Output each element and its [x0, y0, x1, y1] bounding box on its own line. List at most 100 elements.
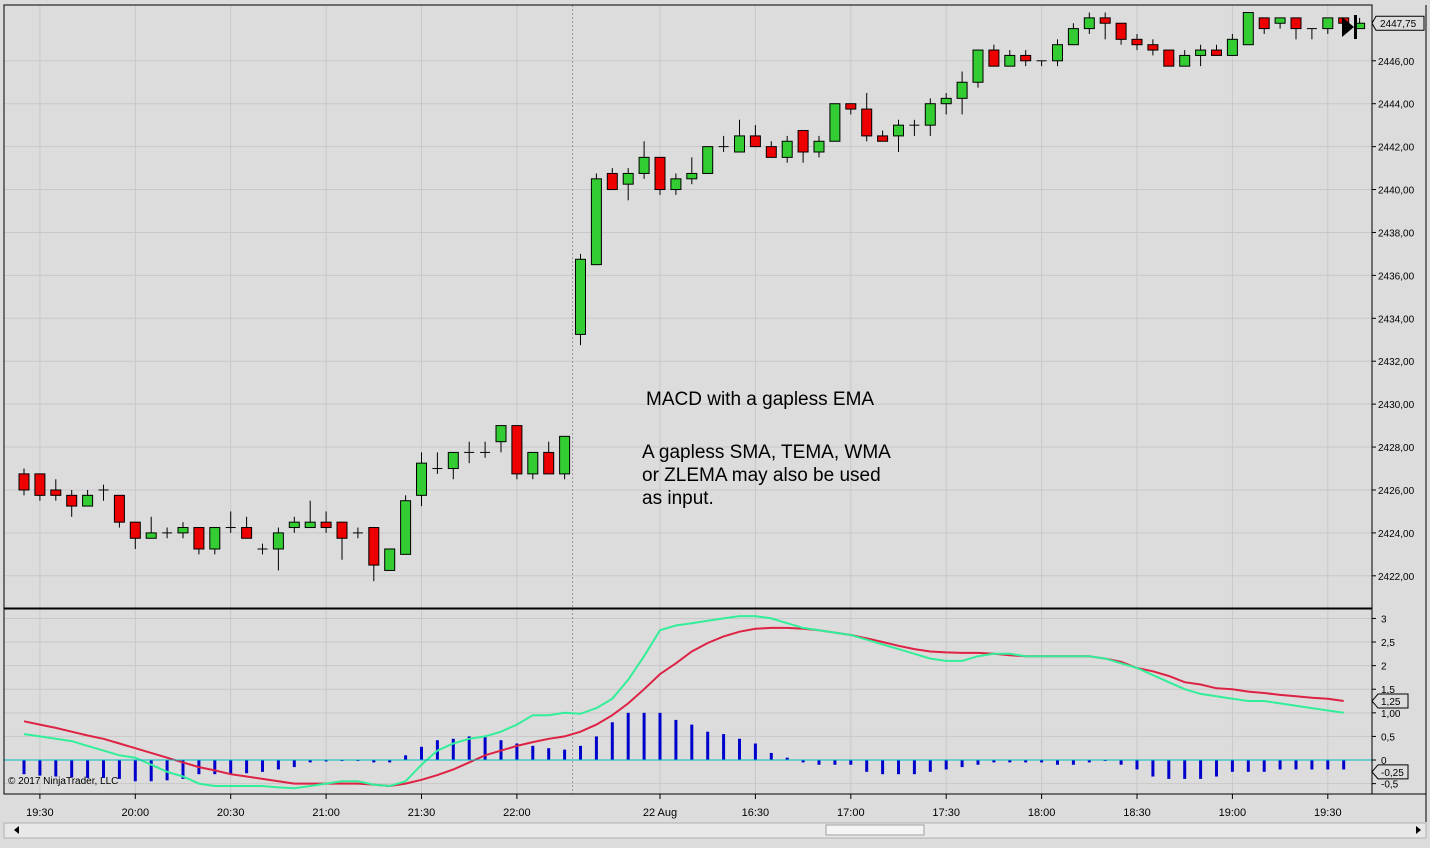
candle[interactable]: [956, 71, 968, 115]
candle[interactable]: [1322, 17, 1334, 34]
scroll-left-arrow-icon[interactable]: [14, 826, 19, 834]
candle[interactable]: [972, 49, 984, 88]
histogram-bar: [547, 748, 551, 761]
candle[interactable]: [559, 435, 571, 480]
candle[interactable]: [352, 527, 363, 539]
candle[interactable]: [543, 441, 555, 475]
candle[interactable]: [447, 451, 459, 480]
signal-line[interactable]: [23, 626, 1344, 788]
candle[interactable]: [1179, 50, 1191, 67]
candle[interactable]: [1226, 33, 1238, 56]
candle[interactable]: [861, 92, 873, 142]
candle[interactable]: [162, 527, 173, 539]
candle[interactable]: [257, 543, 268, 555]
candle[interactable]: [432, 452, 443, 474]
candle[interactable]: [638, 141, 650, 179]
candle[interactable]: [18, 468, 30, 496]
candle[interactable]: [288, 516, 300, 533]
candle[interactable]: [749, 125, 761, 148]
candle[interactable]: [781, 135, 793, 163]
candle[interactable]: [1147, 39, 1159, 56]
candle[interactable]: [702, 146, 714, 174]
candle[interactable]: [50, 479, 62, 501]
candle[interactable]: [511, 425, 523, 480]
candle[interactable]: [209, 527, 221, 555]
candle[interactable]: [1115, 22, 1127, 45]
candle[interactable]: [1020, 50, 1032, 67]
candle[interactable]: [575, 253, 586, 346]
candle[interactable]: [1274, 17, 1286, 29]
candle[interactable]: [34, 473, 46, 501]
candle[interactable]: [145, 516, 157, 539]
candle[interactable]: [670, 173, 682, 195]
candle[interactable]: [797, 130, 809, 163]
candle[interactable]: [416, 452, 427, 507]
candle[interactable]: [129, 521, 141, 549]
candle[interactable]: [82, 489, 94, 507]
macd-axis-label: -0,5: [1381, 780, 1399, 791]
candle[interactable]: [304, 500, 316, 529]
candle[interactable]: [734, 119, 745, 153]
candle[interactable]: [988, 44, 1000, 67]
candle[interactable]: [272, 527, 284, 571]
candle[interactable]: [622, 168, 634, 201]
candle[interactable]: [368, 527, 380, 582]
candle[interactable]: [480, 441, 491, 458]
candle[interactable]: [177, 522, 189, 539]
candle[interactable]: [1067, 23, 1079, 46]
candle[interactable]: [464, 441, 475, 464]
candle[interactable]: [718, 135, 729, 152]
candle[interactable]: [1242, 12, 1254, 46]
horizontal-scrollbar[interactable]: [3, 822, 1427, 839]
candle[interactable]: [1099, 12, 1111, 40]
candle[interactable]: [113, 494, 125, 528]
candle[interactable]: [495, 425, 507, 453]
candle[interactable]: [1306, 28, 1317, 40]
candle[interactable]: [940, 92, 952, 115]
scrollbar-thumb[interactable]: [825, 824, 925, 836]
candle[interactable]: [400, 495, 412, 555]
candle[interactable]: [686, 157, 698, 185]
scroll-to-end-icon[interactable]: [1342, 15, 1357, 39]
candle[interactable]: [893, 119, 904, 152]
price-axis-label: 2442,00: [1378, 143, 1415, 154]
candle[interactable]: [1195, 44, 1207, 67]
macd-histogram[interactable]: [22, 712, 1346, 782]
scroll-right-arrow-icon[interactable]: [1416, 826, 1421, 834]
candle[interactable]: [877, 130, 889, 142]
candle[interactable]: [1083, 12, 1095, 34]
candle[interactable]: [654, 156, 666, 195]
macd-line[interactable]: [23, 615, 1344, 790]
candle[interactable]: [1290, 17, 1302, 40]
candle[interactable]: [590, 173, 602, 266]
candle[interactable]: [1131, 33, 1143, 51]
candle[interactable]: [909, 119, 920, 136]
candle[interactable]: [336, 521, 348, 560]
candle[interactable]: [384, 548, 396, 571]
time-axis-label: 18:00: [1028, 807, 1056, 819]
scroll-to-end-bar: [1354, 15, 1357, 39]
candlestick-series[interactable]: [18, 12, 1366, 582]
candle[interactable]: [225, 511, 236, 533]
last-price-marker: 2447,75: [1371, 15, 1425, 31]
candle[interactable]: [1036, 60, 1047, 67]
candle[interactable]: [829, 103, 841, 142]
candle[interactable]: [1052, 39, 1063, 67]
candle[interactable]: [1258, 17, 1270, 34]
candle[interactable]: [98, 484, 109, 501]
candle[interactable]: [193, 527, 205, 555]
candle[interactable]: [527, 451, 539, 480]
macd-value-box: [1371, 693, 1409, 709]
candle[interactable]: [241, 516, 253, 539]
candle[interactable]: [606, 168, 618, 191]
candle[interactable]: [1004, 50, 1016, 67]
candle[interactable]: [845, 103, 857, 115]
candle[interactable]: [765, 141, 777, 158]
candle[interactable]: [1211, 44, 1222, 56]
candle[interactable]: [924, 98, 936, 136]
candle[interactable]: [813, 135, 825, 158]
candle[interactable]: [1163, 49, 1175, 67]
candle[interactable]: [66, 489, 78, 517]
candle[interactable]: [320, 511, 332, 533]
